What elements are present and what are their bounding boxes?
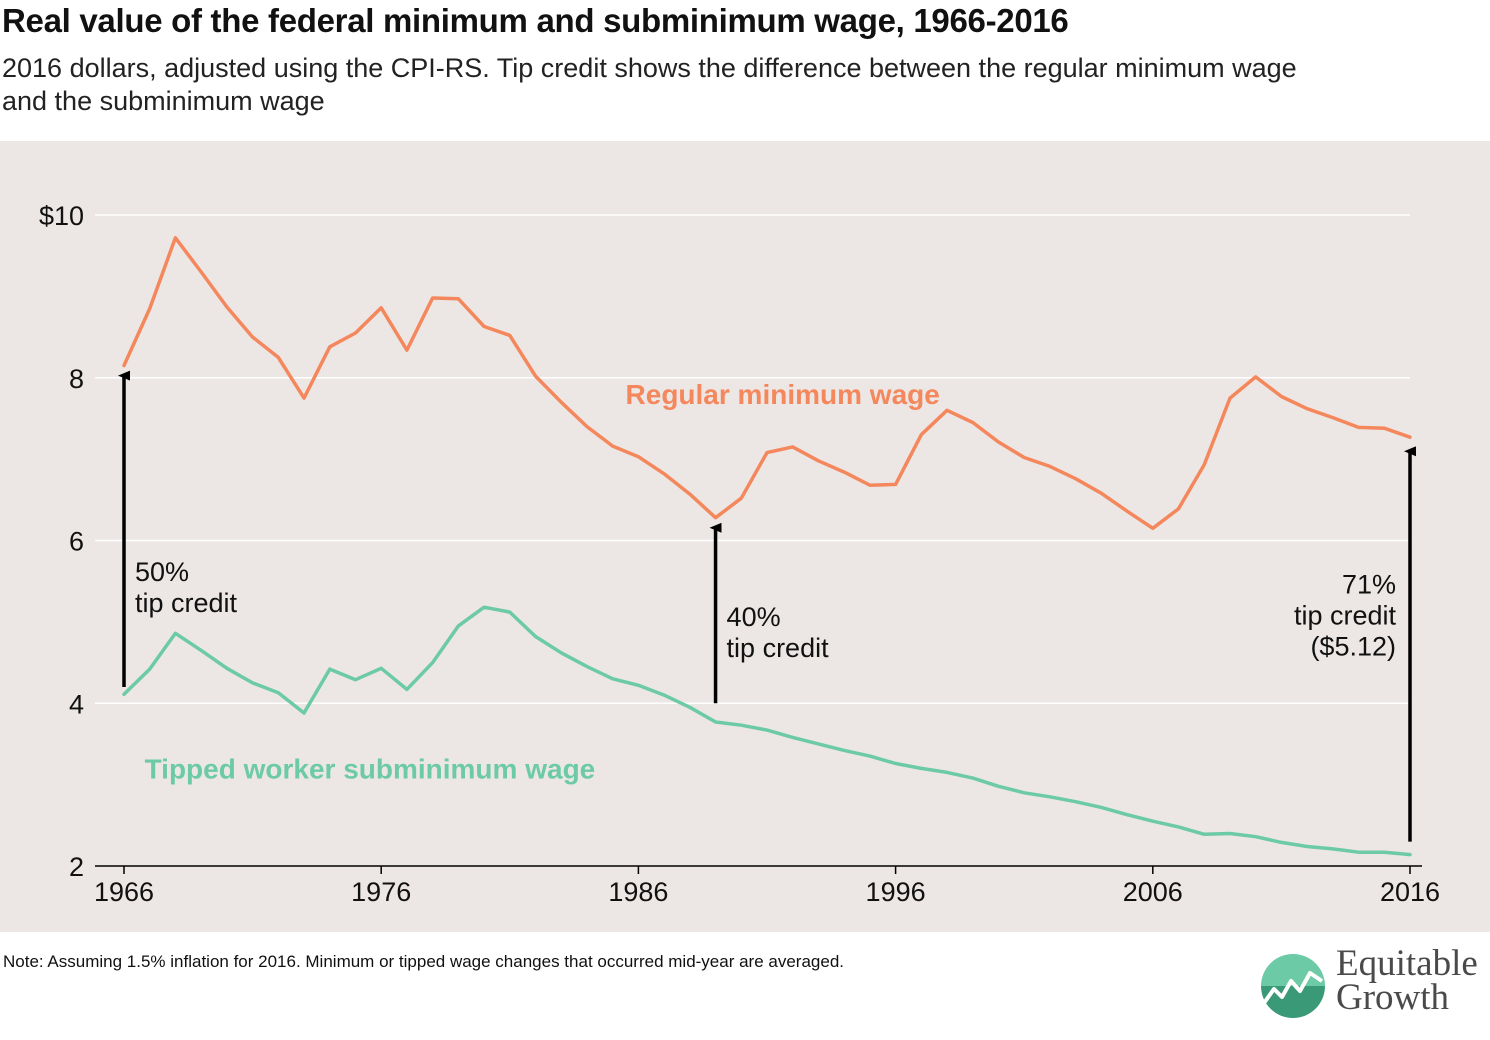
series-label: Regular minimum wage <box>626 379 940 410</box>
annotation-text: tip credit <box>135 588 238 618</box>
annotation-text: 40% <box>727 602 781 632</box>
y-tick-label: $10 <box>39 201 84 231</box>
series-labels: Regular minimum wage Tipped worker submin… <box>145 379 940 784</box>
growth-chart-logo-icon <box>1261 954 1325 1018</box>
x-tick-label: 2016 <box>1380 877 1440 907</box>
logo-wordmark: Equitable Growth <box>1336 943 1478 1018</box>
series-label: Tipped worker subminimum wage <box>145 753 596 784</box>
gridlines <box>95 214 1410 704</box>
y-tick-label: 4 <box>69 689 84 719</box>
x-tick-label: 1966 <box>94 877 154 907</box>
annotation-text: 50% <box>135 557 189 587</box>
chart-title: Real value of the federal minimum and su… <box>2 2 1069 39</box>
footnote: Note: Assuming 1.5% inflation for 2016. … <box>3 952 845 971</box>
logo-text-line1: Equitable <box>1336 943 1478 984</box>
axis-labels: 2 4 6 8 $10 1966 1976 1986 1996 2006 2016 <box>39 201 1440 907</box>
equitable-growth-logo[interactable]: Equitable Growth <box>1258 943 1483 1022</box>
annotation-text: ($5.12) <box>1310 631 1396 661</box>
y-tick-label: 6 <box>69 527 84 557</box>
annotation-text: tip credit <box>1294 600 1397 630</box>
series-line-tipped-subminimum-wage <box>122 605 1412 857</box>
logo-text-line2: Growth <box>1336 977 1450 1018</box>
x-tick-label: 1986 <box>608 877 668 907</box>
annotation-text: 71% <box>1342 569 1396 599</box>
series-line-regular-minimum-wage <box>122 236 1412 531</box>
plot-background <box>0 141 1490 932</box>
chart-subtitle: 2016 dollars, adjusted using the CPI-RS.… <box>2 53 1297 116</box>
x-tick-label: 1996 <box>866 877 926 907</box>
x-tick-label: 1976 <box>351 877 411 907</box>
series-lines <box>122 236 1412 857</box>
y-tick-label: 8 <box>69 364 84 394</box>
annotation-text: tip credit <box>727 633 830 663</box>
x-tick-label: 2006 <box>1123 877 1183 907</box>
y-tick-label: 2 <box>69 852 84 882</box>
